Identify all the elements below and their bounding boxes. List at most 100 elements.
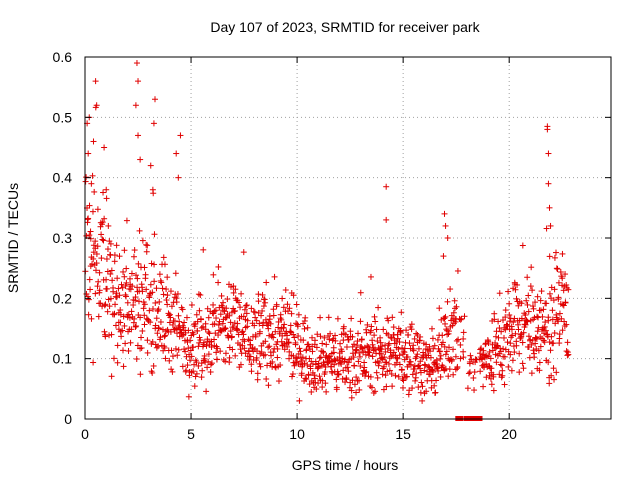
data-point xyxy=(108,331,115,338)
data-point xyxy=(527,283,534,290)
data-point xyxy=(331,361,338,368)
data-point xyxy=(267,320,274,327)
data-point xyxy=(447,286,454,293)
data-point xyxy=(316,373,323,380)
data-point xyxy=(280,325,287,332)
data-point xyxy=(120,313,127,320)
data-point xyxy=(397,329,404,336)
data-point xyxy=(161,344,168,351)
data-point xyxy=(442,351,449,358)
data-point xyxy=(93,260,100,267)
data-point xyxy=(561,318,568,325)
data-point xyxy=(404,354,411,361)
data-point xyxy=(372,388,379,395)
data-point xyxy=(85,215,92,222)
data-point xyxy=(255,291,262,298)
data-point xyxy=(157,334,164,341)
x-tick-label: 20 xyxy=(501,426,517,442)
data-point xyxy=(291,334,298,341)
data-point xyxy=(450,309,457,316)
data-point xyxy=(173,299,180,306)
data-point xyxy=(103,255,110,262)
data-point xyxy=(289,373,296,380)
data-point xyxy=(211,336,218,343)
data-point xyxy=(467,352,474,359)
data-point xyxy=(188,301,195,308)
data-point xyxy=(351,362,358,369)
data-point xyxy=(518,300,525,307)
data-point xyxy=(208,343,215,350)
data-point xyxy=(368,323,375,330)
data-point xyxy=(460,354,467,361)
data-point xyxy=(313,344,320,351)
data-point xyxy=(149,305,156,312)
data-point xyxy=(94,206,101,213)
data-point xyxy=(211,320,218,327)
data-point xyxy=(144,337,151,344)
data-point xyxy=(164,274,171,281)
data-point xyxy=(268,352,275,359)
data-point xyxy=(174,352,181,359)
data-point xyxy=(103,276,110,283)
data-point xyxy=(164,292,171,299)
data-point xyxy=(260,303,267,310)
data-point xyxy=(131,247,138,254)
data-point xyxy=(186,357,193,364)
data-point-outlier xyxy=(383,183,390,190)
data-point xyxy=(375,362,382,369)
data-point xyxy=(251,322,258,329)
data-point xyxy=(389,314,396,321)
data-point xyxy=(330,344,337,351)
y-tick-label: 0.6 xyxy=(53,49,73,65)
data-point xyxy=(109,277,116,284)
y-tick-label: 0.4 xyxy=(53,170,73,186)
data-point xyxy=(179,306,186,313)
data-point xyxy=(439,332,446,339)
data-point xyxy=(406,340,413,347)
data-point xyxy=(323,341,330,348)
data-point xyxy=(116,292,123,299)
data-point xyxy=(101,215,108,222)
data-point xyxy=(364,321,371,328)
data-point xyxy=(227,328,234,335)
data-point xyxy=(168,303,175,310)
data-point xyxy=(230,289,237,296)
data-point xyxy=(291,362,298,369)
data-point xyxy=(337,340,344,347)
data-point xyxy=(356,386,363,393)
data-point xyxy=(385,317,392,324)
data-point-outlier xyxy=(544,126,551,133)
data-point xyxy=(353,374,360,381)
data-point xyxy=(431,342,438,349)
data-point xyxy=(96,287,103,294)
data-point xyxy=(480,347,487,354)
y-tick-label: 0 xyxy=(64,411,72,427)
data-point xyxy=(208,360,215,367)
data-point xyxy=(106,238,113,245)
data-point xyxy=(207,361,214,368)
data-point xyxy=(450,371,457,378)
data-point xyxy=(383,359,390,366)
data-point xyxy=(160,291,167,298)
data-point xyxy=(371,346,378,353)
data-point xyxy=(327,330,334,337)
data-point xyxy=(515,326,522,333)
data-point xyxy=(287,328,294,335)
data-point xyxy=(384,368,391,375)
data-point xyxy=(190,368,197,375)
data-point xyxy=(320,359,327,366)
data-point xyxy=(226,312,233,319)
data-point xyxy=(222,350,229,357)
data-point xyxy=(403,373,410,380)
data-point xyxy=(508,326,515,333)
data-point xyxy=(502,326,509,333)
data-point xyxy=(554,265,561,272)
data-point xyxy=(308,388,315,395)
data-point xyxy=(553,369,560,376)
data-point xyxy=(98,255,105,262)
data-point xyxy=(302,314,309,321)
data-point xyxy=(333,376,340,383)
data-point xyxy=(149,369,156,376)
data-point xyxy=(390,324,397,331)
y-axis-label: SRMTID / TECUs xyxy=(5,183,21,293)
